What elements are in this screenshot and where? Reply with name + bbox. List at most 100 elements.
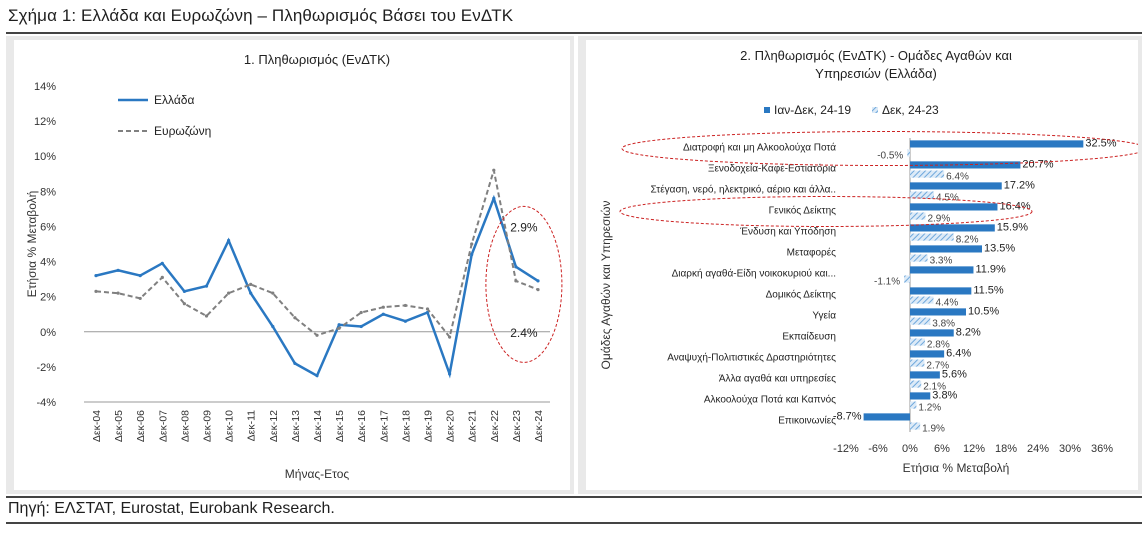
category-label: Διαρκή αγαθά-Είδη νοικοκυριού και...	[672, 268, 836, 280]
data-point	[116, 268, 120, 272]
data-point	[182, 289, 186, 293]
category-label: Άλλα αγαθά και υπηρεσίες	[719, 373, 836, 385]
bar-main-label: 13.5%	[984, 243, 1015, 255]
bar-main	[910, 350, 945, 358]
category-label: Δομικός Δείκτης	[766, 289, 837, 301]
legend-label-main: Ιαν-Δεκ, 24-19	[774, 103, 851, 117]
bar-main-label: 8.2%	[956, 327, 981, 339]
bar-hatch	[910, 422, 921, 430]
data-point	[138, 296, 142, 301]
bar-hatch-label: 2.9%	[927, 214, 950, 225]
data-point	[249, 282, 253, 286]
category-label: Ένδυση και Υπόδηση	[739, 226, 836, 238]
x-tick-label: Δεκ-17	[378, 410, 390, 442]
highlight-ellipse	[485, 205, 563, 363]
x-tick-label: Δεκ-10	[224, 410, 236, 442]
data-point	[448, 335, 452, 339]
x-tick-label: 30%	[1059, 443, 1081, 455]
y-axis-title: Ομάδες Αγαθών και Υπηρεσιών	[599, 201, 613, 370]
data-point	[293, 316, 297, 320]
x-tick-label: Δεκ-12	[268, 410, 280, 442]
y-tick-label: 8%	[40, 186, 56, 198]
data-point	[403, 319, 407, 323]
bar-hatch	[910, 254, 928, 262]
bar-hatch-label: 2.7%	[926, 361, 949, 372]
data-point	[271, 291, 275, 295]
data-point	[271, 324, 275, 329]
bar-main	[910, 224, 995, 232]
x-tick-label: Δεκ-14	[312, 410, 324, 442]
bar-main-label: 15.9%	[997, 222, 1028, 234]
data-point	[315, 374, 319, 378]
data-point	[448, 372, 452, 376]
chart-1-panel: 1. Πληθωρισμός (ΕνΔΤΚ) -4% -2% 0% 2% 4% 6% 8% 10…	[14, 40, 570, 490]
data-point	[116, 291, 120, 295]
x-axis-title: Μήνας-Ετος	[285, 467, 350, 481]
bar-main-label: 16.4%	[999, 201, 1030, 213]
data-point	[492, 196, 496, 200]
data-point	[138, 274, 142, 278]
bar-main	[910, 245, 982, 253]
category-label: Γενικός Δείκτης	[769, 205, 837, 217]
data-point	[381, 312, 385, 316]
bar-main	[910, 287, 972, 295]
x-tick-label: Δεκ-18	[400, 410, 412, 442]
x-tick-label: 24%	[1027, 443, 1049, 455]
bar-main	[910, 203, 998, 211]
data-point	[470, 252, 474, 257]
bar-main-label: -8.7%	[833, 411, 862, 423]
bar-hatch-label: 3.3%	[930, 256, 953, 267]
bar-hatch-label: -0.5%	[877, 151, 903, 162]
bar-main-label: 32.5%	[1085, 138, 1116, 150]
x-tick-label: 12%	[963, 443, 985, 455]
bar-main-label: 3.8%	[932, 390, 957, 402]
bar-hatch	[910, 296, 934, 304]
data-point	[204, 284, 209, 288]
x-tick-label: Δεκ-23	[511, 410, 523, 442]
bar-hatch	[910, 317, 931, 325]
series-line-greece	[95, 194, 539, 379]
y-tick-label: 6%	[40, 221, 56, 233]
bar-hatch	[904, 275, 910, 283]
annotation-eurozone: 2.4%	[510, 326, 538, 340]
bar-hatch-label: 6.4%	[946, 172, 969, 183]
chart-2-title-line2: Υπηρεσιών (Ελλάδα)	[815, 66, 937, 81]
data-point	[359, 324, 363, 329]
bar-main-label: 11.5%	[973, 285, 1004, 297]
bar-hatch	[910, 212, 926, 220]
bar-hatch-label: -1.1%	[874, 277, 900, 288]
data-point	[514, 279, 518, 283]
category-label: Εκπαίδευση	[782, 331, 836, 343]
x-tick-label: Δεκ-11	[246, 410, 258, 442]
bottom-rule-1	[6, 496, 1142, 498]
data-point	[403, 303, 407, 308]
x-tick-label: -6%	[868, 443, 888, 455]
x-tick-label: Δεκ-08	[179, 410, 191, 442]
bar-main-label: 10.5%	[968, 306, 999, 318]
data-point	[227, 291, 231, 295]
x-tick-label: 36%	[1091, 443, 1113, 455]
category-label: Στέγαση, νερό, ηλεκτρικό, αέριο και άλλα…	[651, 184, 836, 196]
x-tick-label: 6%	[934, 443, 950, 455]
data-point	[470, 242, 474, 246]
data-point	[425, 307, 430, 311]
chart-1-svg: 1. Πληθωρισμός (ΕνΔΤΚ) -4% -2% 0% 2% 4% 6% 8% 10…	[25, 52, 563, 481]
bar-main-label: 17.2%	[1004, 180, 1035, 192]
bar-main	[910, 329, 954, 337]
bar-hatch	[910, 191, 934, 199]
chart-2-panel: 2. Πληθωρισμός (ΕνΔΤΚ) - Ομάδες Αγαθών κ…	[586, 40, 1147, 490]
data-point	[536, 288, 540, 292]
source-note: Πηγή: ΕΛΣΤΑΤ, Eurostat, Eurobank Researc…	[8, 500, 335, 517]
data-point	[337, 323, 341, 327]
legend-label: Ευρωζώνη	[154, 124, 211, 138]
x-tick-label: Δεκ-09	[202, 410, 214, 442]
data-point	[182, 302, 186, 306]
y-tick-label: 0%	[40, 327, 56, 339]
y-tick-label: -2%	[36, 362, 56, 374]
bar-hatch	[910, 233, 954, 241]
bar-hatch-label: 4.5%	[936, 193, 959, 204]
category-label: Αναψυχή-Πολιτιστικές Δραστηριότητες	[667, 352, 836, 364]
data-point	[425, 310, 430, 315]
bar-hatch	[910, 359, 925, 367]
y-axis-title: Ετήσια % Μεταβολή	[25, 191, 39, 298]
